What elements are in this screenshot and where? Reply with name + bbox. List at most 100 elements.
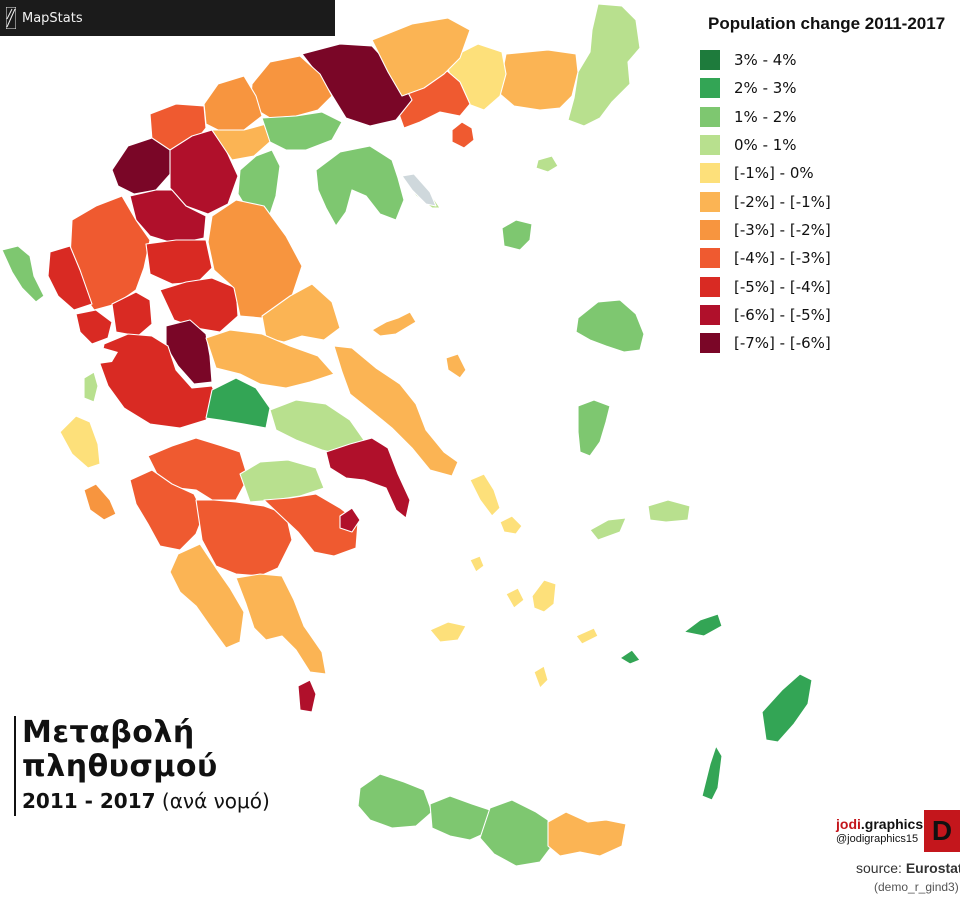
heading-line-2: πληθυσμού [22,749,218,784]
region-attica[interactable] [325,437,411,519]
region-lasithi[interactable] [547,811,627,857]
region-messinia[interactable] [169,543,245,649]
region-milos[interactable] [429,621,467,643]
legend-item: [-2%] - [-1%] [700,187,960,215]
region-evros[interactable] [567,3,641,127]
map-legend: Population change 2011-2017 3% - 4% 2% - … [700,14,960,357]
map-heading: Μεταβολή πληθυσμού 2011 - 2017 (ανά νομό… [14,716,270,816]
source-credit: source: Eurostat [856,860,960,876]
heading-suffix: (ανά νομό) [161,789,270,813]
region-kefalonia[interactable] [59,415,101,469]
legend-swatch [700,50,720,71]
legend-swatch [700,333,720,354]
region-ilia[interactable] [129,469,205,551]
legend-item: 2% - 3% [700,74,960,102]
region-lemnos[interactable] [501,219,533,251]
region-arkadia[interactable] [195,499,293,577]
mapstats-logo-icon [6,7,16,29]
brand-name-rest: .graphics [860,816,924,832]
region-ikaria[interactable] [589,517,627,541]
region-kythira[interactable] [297,679,317,713]
region-chania[interactable] [357,773,433,829]
region-kastoria[interactable] [111,137,173,195]
region-naxos[interactable] [531,579,557,613]
region-saronic-islands[interactable] [339,507,361,533]
region-heraklion[interactable] [479,799,553,867]
region-sporades[interactable] [371,311,417,337]
legend-item: 0% - 1% [700,131,960,159]
region-pella[interactable] [203,75,263,133]
region-corfu[interactable] [1,245,45,303]
legend-items: 3% - 4% 2% - 3% 1% - 2% 0% - 1% [-1%] - 0% [-… [700,46,960,357]
legend-item: [-6%] - [-5%] [700,301,960,329]
legend-label: 3% - 4% [734,51,797,70]
region-preveza[interactable] [75,309,113,345]
app-title-bar: MapStats [0,0,335,36]
jodi-logo-icon: D [924,810,960,852]
region-zakynthos[interactable] [83,483,117,521]
brand-handle: @jodigraphics15 [836,833,919,845]
region-evia[interactable] [333,345,459,477]
region-thessaloniki[interactable] [261,111,343,151]
region-lakonia[interactable] [235,573,327,675]
legend-swatch [700,276,720,297]
legend-swatch [700,191,720,212]
legend-label: [-2%] - [-1%] [734,192,831,211]
legend-item: [-3%] - [-2%] [700,216,960,244]
region-andros[interactable] [469,473,501,517]
legend-label: [-4%] - [-3%] [734,249,831,268]
region-kos[interactable] [683,613,723,637]
legend-item: 3% - 4% [700,46,960,74]
legend-swatch [700,304,720,325]
region-karpathos[interactable] [701,745,723,801]
region-serres[interactable] [371,17,471,97]
region-kalymnos[interactable] [619,649,641,665]
heading-subtitle: 2011 - 2017 (ανά νομό) [22,786,270,816]
region-arta[interactable] [111,291,153,337]
legend-label: [-7%] - [-6%] [734,334,831,353]
legend-swatch [700,78,720,99]
region-lesvos[interactable] [575,299,645,353]
region-amorgos[interactable] [575,627,599,645]
legend-title: Population change 2011-2017 [708,14,946,33]
region-thesprotia[interactable] [47,245,93,311]
region-paros[interactable] [505,587,525,609]
legend-item: [-4%] - [-3%] [700,244,960,272]
region-korinthia[interactable] [239,459,325,503]
region-karditsa[interactable] [159,277,239,333]
region-lefkada[interactable] [83,371,99,403]
source-code: (demo_r_gind3) [874,880,959,894]
region-thasos[interactable] [451,121,475,149]
brand-credit: jodi.graphics @jodigraphics15 [836,816,923,845]
region-rodopi[interactable] [499,49,579,111]
region-argolida[interactable] [263,493,359,557]
heading-line-1: Μεταβολή [22,715,195,750]
legend-swatch [700,135,720,156]
region-santorini[interactable] [533,665,549,689]
legend-label: [-6%] - [-5%] [734,305,831,324]
heading-years: 2011 - 2017 [22,789,156,813]
region-chios[interactable] [577,399,611,457]
region-chalkidiki[interactable] [315,145,405,227]
region-grevena[interactable] [129,189,207,245]
legend-swatch [700,163,720,184]
region-imathia[interactable] [211,123,273,161]
region-fthiotida[interactable] [205,329,335,389]
brand-name: jodi.graphics [836,816,923,832]
source-prefix: source: [856,860,906,876]
region-samothraki[interactable] [535,155,559,173]
app-title: MapStats [22,10,83,26]
region-tinos[interactable] [499,515,523,535]
region-skyros[interactable] [445,353,467,379]
legend-label: [-3%] - [-2%] [734,220,831,239]
legend-item: [-1%] - 0% [700,159,960,187]
legend-swatch [700,219,720,240]
region-rhodes[interactable] [761,673,813,743]
legend-swatch [700,248,720,269]
region-samos[interactable] [647,499,691,523]
region-trikala[interactable] [145,239,213,285]
legend-swatch [700,106,720,127]
region-syros[interactable] [469,555,485,573]
region-fokida[interactable] [205,377,271,429]
